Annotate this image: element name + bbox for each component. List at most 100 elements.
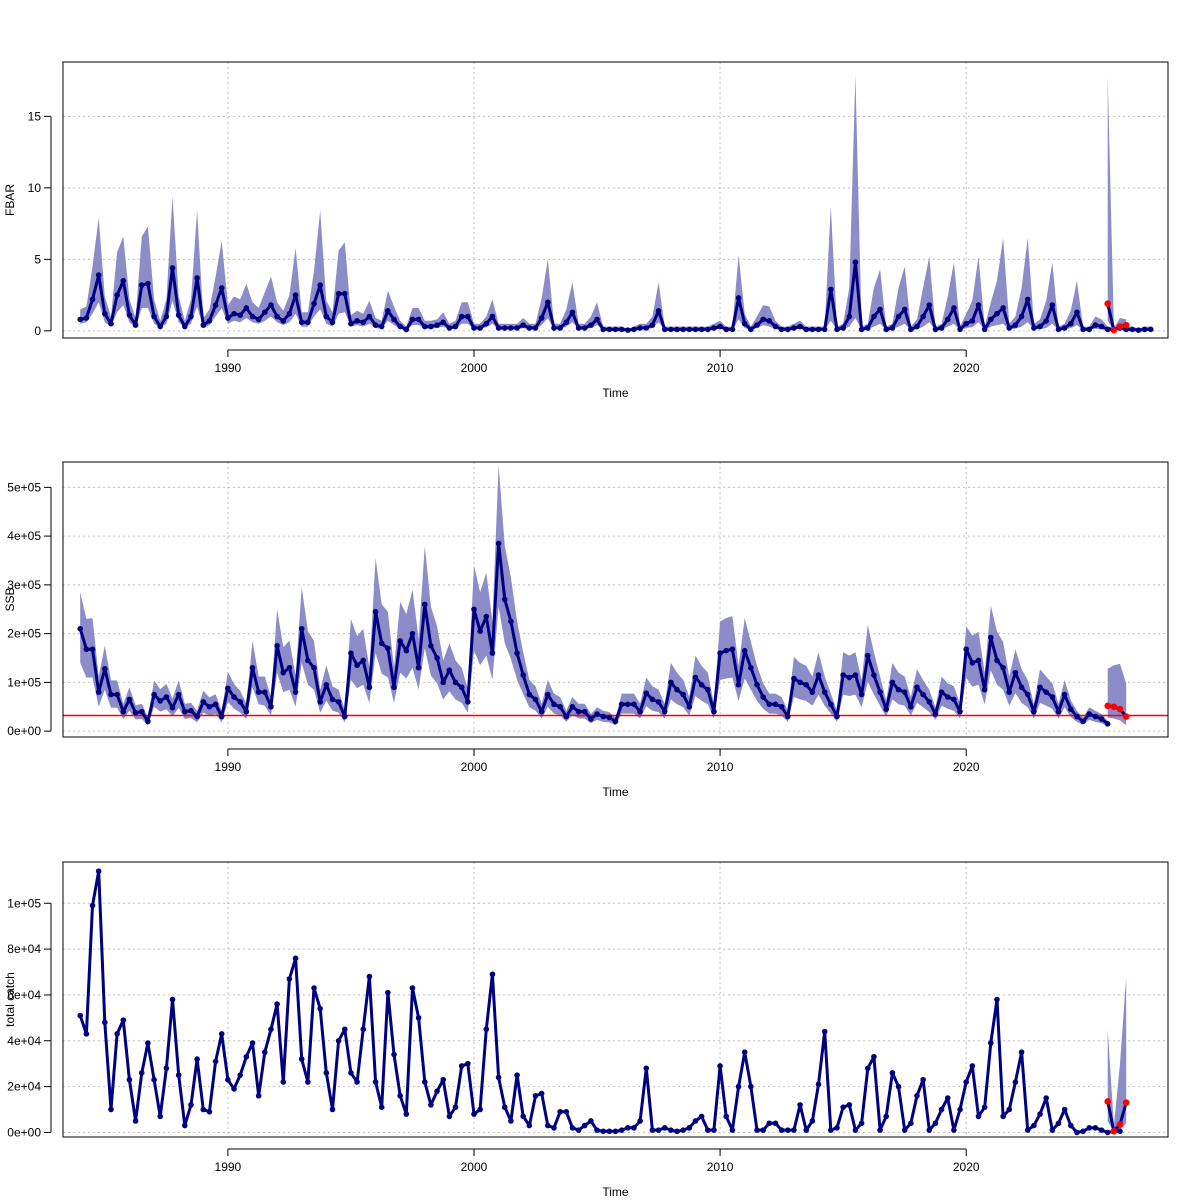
data-point xyxy=(317,699,323,705)
data-point xyxy=(501,1104,508,1111)
data-point xyxy=(354,662,360,669)
data-point xyxy=(563,713,570,720)
data-point xyxy=(520,672,527,678)
data-point xyxy=(889,325,896,331)
data-point xyxy=(797,323,803,330)
x-tick-label: 1990 xyxy=(215,760,242,774)
data-point xyxy=(883,706,890,713)
data-point xyxy=(102,665,108,672)
data-point xyxy=(397,638,403,644)
data-point xyxy=(828,1127,834,1133)
data-point xyxy=(969,1063,976,1069)
plot-frame xyxy=(62,461,1169,738)
y-tick-label: 4e+05 xyxy=(7,529,41,543)
y-tick-label: 10 xyxy=(28,181,42,195)
data-point xyxy=(292,689,299,695)
data-point xyxy=(858,326,865,333)
y-tick-label: 5 xyxy=(34,252,41,266)
data-point xyxy=(145,718,151,725)
data-point xyxy=(360,1026,367,1033)
data-point xyxy=(218,713,225,720)
data-point xyxy=(852,672,859,678)
data-point xyxy=(366,973,373,980)
data-point xyxy=(618,701,625,708)
data-point xyxy=(151,1076,157,1083)
data-point xyxy=(298,319,305,326)
data-point xyxy=(305,1079,311,1085)
data-point xyxy=(458,313,465,320)
data-point xyxy=(668,679,674,686)
data-point xyxy=(446,1113,453,1120)
data-point xyxy=(440,319,447,326)
data-point xyxy=(163,694,170,700)
data-point xyxy=(957,326,963,333)
data-point xyxy=(717,1063,723,1069)
plot-frame xyxy=(62,861,1169,1138)
data-point xyxy=(458,1063,465,1069)
data-point xyxy=(243,1053,250,1060)
data-point xyxy=(963,1079,969,1085)
data-point xyxy=(1043,689,1049,695)
forecast-point xyxy=(1104,1098,1112,1105)
forecast-point xyxy=(1110,703,1118,711)
data-point xyxy=(908,1120,914,1127)
data-point xyxy=(1055,326,1062,333)
data-point xyxy=(508,1118,514,1124)
data-point xyxy=(1086,1125,1093,1131)
data-point xyxy=(938,689,945,695)
data-point xyxy=(311,985,317,991)
data-point xyxy=(846,313,853,320)
data-point xyxy=(243,305,250,311)
data-point xyxy=(243,708,250,715)
data-point xyxy=(637,708,643,715)
data-point xyxy=(274,643,280,649)
data-point xyxy=(797,679,803,686)
data-point xyxy=(649,322,656,328)
data-point xyxy=(618,326,625,333)
data-point xyxy=(969,318,976,324)
data-point xyxy=(138,282,145,288)
data-point xyxy=(341,713,348,720)
data-point xyxy=(698,1113,705,1120)
data-point xyxy=(77,1012,84,1019)
data-point xyxy=(901,306,908,313)
data-point xyxy=(864,652,871,659)
data-point xyxy=(175,1072,182,1078)
data-point xyxy=(514,1072,520,1078)
data-point xyxy=(421,601,428,608)
data-point xyxy=(157,1113,164,1120)
data-point xyxy=(674,686,680,693)
data-point xyxy=(1147,326,1154,333)
data-point xyxy=(551,1125,557,1131)
data-point xyxy=(446,325,453,331)
data-point xyxy=(194,1056,200,1062)
data-point xyxy=(981,326,988,333)
data-point xyxy=(120,1017,127,1023)
data-point xyxy=(120,708,127,715)
data-point xyxy=(366,313,373,320)
data-point xyxy=(341,290,348,297)
data-point xyxy=(637,325,643,331)
data-point xyxy=(372,322,379,328)
data-point xyxy=(809,326,816,333)
data-point xyxy=(132,709,139,716)
data-point xyxy=(477,325,483,331)
forecast-point xyxy=(1122,713,1130,720)
data-point xyxy=(465,1060,471,1067)
data-point xyxy=(495,325,502,331)
data-point xyxy=(864,1065,871,1072)
data-point xyxy=(83,646,90,653)
data-point xyxy=(643,1065,650,1072)
data-point xyxy=(169,996,176,1003)
data-point xyxy=(483,1026,490,1033)
data-point xyxy=(821,1028,828,1035)
data-point xyxy=(385,308,391,314)
data-point xyxy=(877,306,883,313)
data-point xyxy=(200,322,207,328)
data-point xyxy=(489,650,496,656)
data-point xyxy=(557,703,563,710)
data-point xyxy=(877,1127,883,1133)
data-point xyxy=(114,691,120,698)
data-point xyxy=(797,1102,803,1108)
